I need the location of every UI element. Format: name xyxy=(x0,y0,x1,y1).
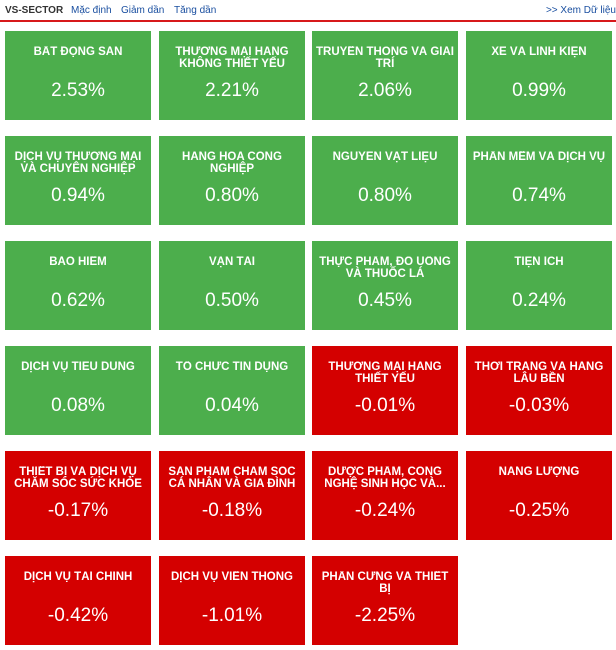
sector-change: -0.24% xyxy=(354,500,416,521)
sector-name: DỊCH VỤ TIÊU DÙNG xyxy=(21,361,135,373)
sector-tile[interactable]: DỊCH VỤ THƯƠNG MẠI VÀ CHUYÊN NGHIỆP 0.94% xyxy=(5,136,151,225)
sector-change: -2.25% xyxy=(354,605,416,626)
sector-name: THƯƠNG MẠI HÀNG THIẾT YẾU xyxy=(328,361,442,385)
sector-tile[interactable]: THƯƠNG MẠI HÀNG THIẾT YẾU -0.01% xyxy=(312,346,458,435)
sector-name: PHẦN MỀM VÀ DỊCH VỤ xyxy=(472,151,606,163)
sector-change: 0.62% xyxy=(51,290,105,311)
sector-change: 0.74% xyxy=(512,185,566,206)
sector-name: THƯƠNG MẠI HÀNG KHÔNG THIẾT YẾU xyxy=(175,46,289,70)
sector-name: DỊCH VỤ THƯƠNG MẠI VÀ CHUYÊN NGHIỆP xyxy=(14,151,142,175)
sector-change: 0.45% xyxy=(358,290,412,311)
view-data-link[interactable]: >> Xem Dữ liệu xyxy=(545,5,616,16)
sector-change: -1.01% xyxy=(201,605,263,626)
sector-name: VẬN TẢI xyxy=(209,256,255,268)
sector-tile[interactable]: BẤT ĐỘNG SẢN 2.53% xyxy=(5,31,151,120)
sector-tile[interactable]: PHẦN MỀM VÀ DỊCH VỤ 0.74% xyxy=(466,136,612,225)
sector-tile[interactable]: HÀNG HÓA CÔNG NGHIỆP 0.80% xyxy=(159,136,305,225)
sector-change: 0.80% xyxy=(205,185,259,206)
sector-change: -0.42% xyxy=(47,605,109,626)
sector-name: TỔ CHỨC TÍN DỤNG xyxy=(175,361,289,373)
sector-tile[interactable]: TỔ CHỨC TÍN DỤNG 0.04% xyxy=(159,346,305,435)
sector-tile[interactable]: NGUYÊN VẬT LIỆU 0.80% xyxy=(312,136,458,225)
sector-change: 0.04% xyxy=(205,395,259,416)
sector-tile[interactable]: THƯƠNG MẠI HÀNG KHÔNG THIẾT YẾU 2.21% xyxy=(159,31,305,120)
sector-change: 0.80% xyxy=(358,185,412,206)
sector-change: -0.03% xyxy=(508,395,570,416)
sector-tile[interactable]: THỰC PHẨM, ĐỒ UỐNG VÀ THUỐC LÁ 0.45% xyxy=(312,241,458,330)
sector-name: HÀNG HÓA CÔNG NGHIỆP xyxy=(182,151,282,175)
sector-change: 2.53% xyxy=(51,80,105,101)
sector-name: DƯỢC PHẨM, CÔNG NGHỆ SINH HỌC VÀ... xyxy=(324,466,446,490)
sector-tile[interactable]: DỊCH VỤ TIÊU DÙNG 0.08% xyxy=(5,346,151,435)
sector-tile[interactable]: DỊCH VỤ VIỄN THÔNG -1.01% xyxy=(159,556,305,645)
sector-name: BẤT ĐỘNG SẢN xyxy=(33,46,123,58)
sector-change: 0.24% xyxy=(512,290,566,311)
sector-change: -0.17% xyxy=(47,500,109,521)
sector-change: -0.01% xyxy=(354,395,416,416)
sector-tile[interactable]: BẢO HIỂM 0.62% xyxy=(5,241,151,330)
sector-tile[interactable]: DƯỢC PHẨM, CÔNG NGHỆ SINH HỌC VÀ... -0.24… xyxy=(312,451,458,540)
sector-name: TIỆN ÍCH xyxy=(514,256,564,268)
sector-change: -0.25% xyxy=(508,500,570,521)
sector-change: 2.06% xyxy=(358,80,412,101)
sector-name: DỊCH VỤ VIỄN THÔNG xyxy=(170,571,294,583)
sector-tile[interactable]: XE VÀ LINH KIỆN 0.99% xyxy=(466,31,612,120)
sector-change: 0.50% xyxy=(205,290,259,311)
sector-change: 0.08% xyxy=(51,395,105,416)
sector-name: DỊCH VỤ TÀI CHÍNH xyxy=(23,571,133,583)
header-bar: VS-SECTOR Mặc định Giảm dần Tăng dần >> … xyxy=(0,0,616,22)
sector-name: XE VÀ LINH KIỆN xyxy=(491,46,587,58)
sector-tile[interactable]: SẢN PHẨM CHĂM SÓC CÁ NHÂN VÀ GIA ĐÌNH -0.… xyxy=(159,451,305,540)
sector-name: NGUYÊN VẬT LIỆU xyxy=(332,151,438,163)
sector-tile[interactable]: PHẦN CỨNG VÀ THIẾT BỊ -2.25% xyxy=(312,556,458,645)
sector-tile[interactable]: VẬN TẢI 0.50% xyxy=(159,241,305,330)
sector-name: TRUYỀN THÔNG VÀ GIẢI TRÍ xyxy=(316,46,454,70)
sector-name: NĂNG LƯỢNG xyxy=(498,466,580,478)
tab-sort-descending[interactable]: Giảm dần xyxy=(121,5,165,16)
sector-name: THIẾT BỊ VÀ DỊCH VỤ CHĂM SÓC SỨC KHỎE xyxy=(14,466,142,490)
tab-default-sort[interactable]: Mặc định xyxy=(71,5,112,16)
tab-sort-ascending[interactable]: Tăng dần xyxy=(174,5,217,16)
sector-name: BẢO HIỂM xyxy=(49,256,107,268)
sector-name: PHẦN CỨNG VÀ THIẾT BỊ xyxy=(321,571,449,595)
sector-tile[interactable]: NĂNG LƯỢNG -0.25% xyxy=(466,451,612,540)
sector-tile[interactable]: THIẾT BỊ VÀ DỊCH VỤ CHĂM SÓC SỨC KHỎE -0.… xyxy=(5,451,151,540)
sector-tile[interactable]: TIỆN ÍCH 0.24% xyxy=(466,241,612,330)
brand-title: VS-SECTOR xyxy=(5,5,64,16)
sector-name: THỰC PHẨM, ĐỒ UỐNG VÀ THUỐC LÁ xyxy=(319,256,451,280)
sector-tile[interactable]: DỊCH VỤ TÀI CHÍNH -0.42% xyxy=(5,556,151,645)
sector-name: SẢN PHẨM CHĂM SÓC CÁ NHÂN VÀ GIA ĐÌNH xyxy=(168,466,296,490)
sector-tile[interactable]: TRUYỀN THÔNG VÀ GIẢI TRÍ 2.06% xyxy=(312,31,458,120)
sector-change: -0.18% xyxy=(201,500,263,521)
sector-name: THỜI TRANG VÀ HÀNG LÂU BỀN xyxy=(474,361,604,385)
sector-tile[interactable]: THỜI TRANG VÀ HÀNG LÂU BỀN -0.03% xyxy=(466,346,612,435)
sector-change: 0.94% xyxy=(51,185,105,206)
sector-change: 0.99% xyxy=(512,80,566,101)
sector-change: 2.21% xyxy=(205,80,259,101)
